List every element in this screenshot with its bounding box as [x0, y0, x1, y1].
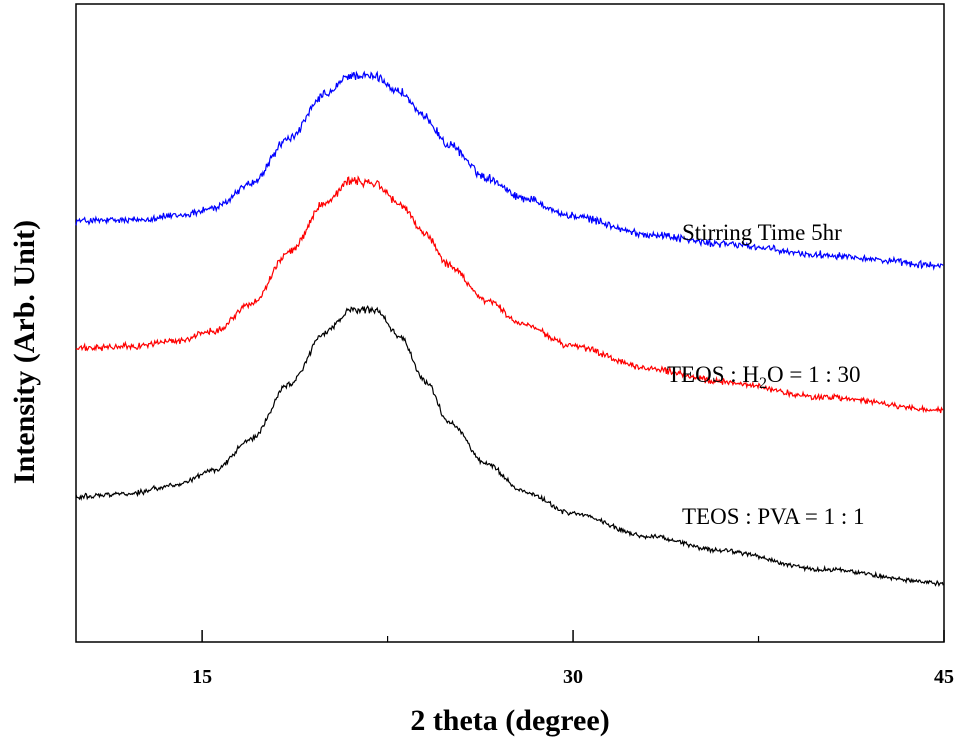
series-layer — [75, 70, 944, 588]
teos-h2o-label-part-2: O = 1 : 30 — [767, 362, 860, 387]
series-line-2 — [75, 175, 944, 414]
x-axis-title: 2 theta (degree) — [410, 704, 609, 737]
teos-h2o-label-part-1: TEOS : H — [667, 362, 759, 387]
x-tick-label: 30 — [563, 666, 583, 688]
y-axis-title: Intensity (Arb. Unit) — [8, 220, 41, 484]
x-tick-label: 15 — [192, 666, 212, 688]
x-tick-label: 45 — [934, 666, 954, 688]
series-label-stirring-time: Stirring Time 5hr — [682, 220, 842, 245]
teos-h2o-label-subscript: 2 — [759, 375, 767, 392]
series-label-teos-pva: TEOS : PVA = 1 : 1 — [682, 504, 865, 529]
series-label-teos-h2o: TEOS : H2O = 1 : 30 — [667, 362, 860, 392]
x-axis-ticks: 15 30 45 — [192, 630, 954, 688]
plot-frame — [75, 3, 945, 643]
series-line-3 — [75, 304, 944, 588]
series-line-1 — [75, 70, 944, 271]
